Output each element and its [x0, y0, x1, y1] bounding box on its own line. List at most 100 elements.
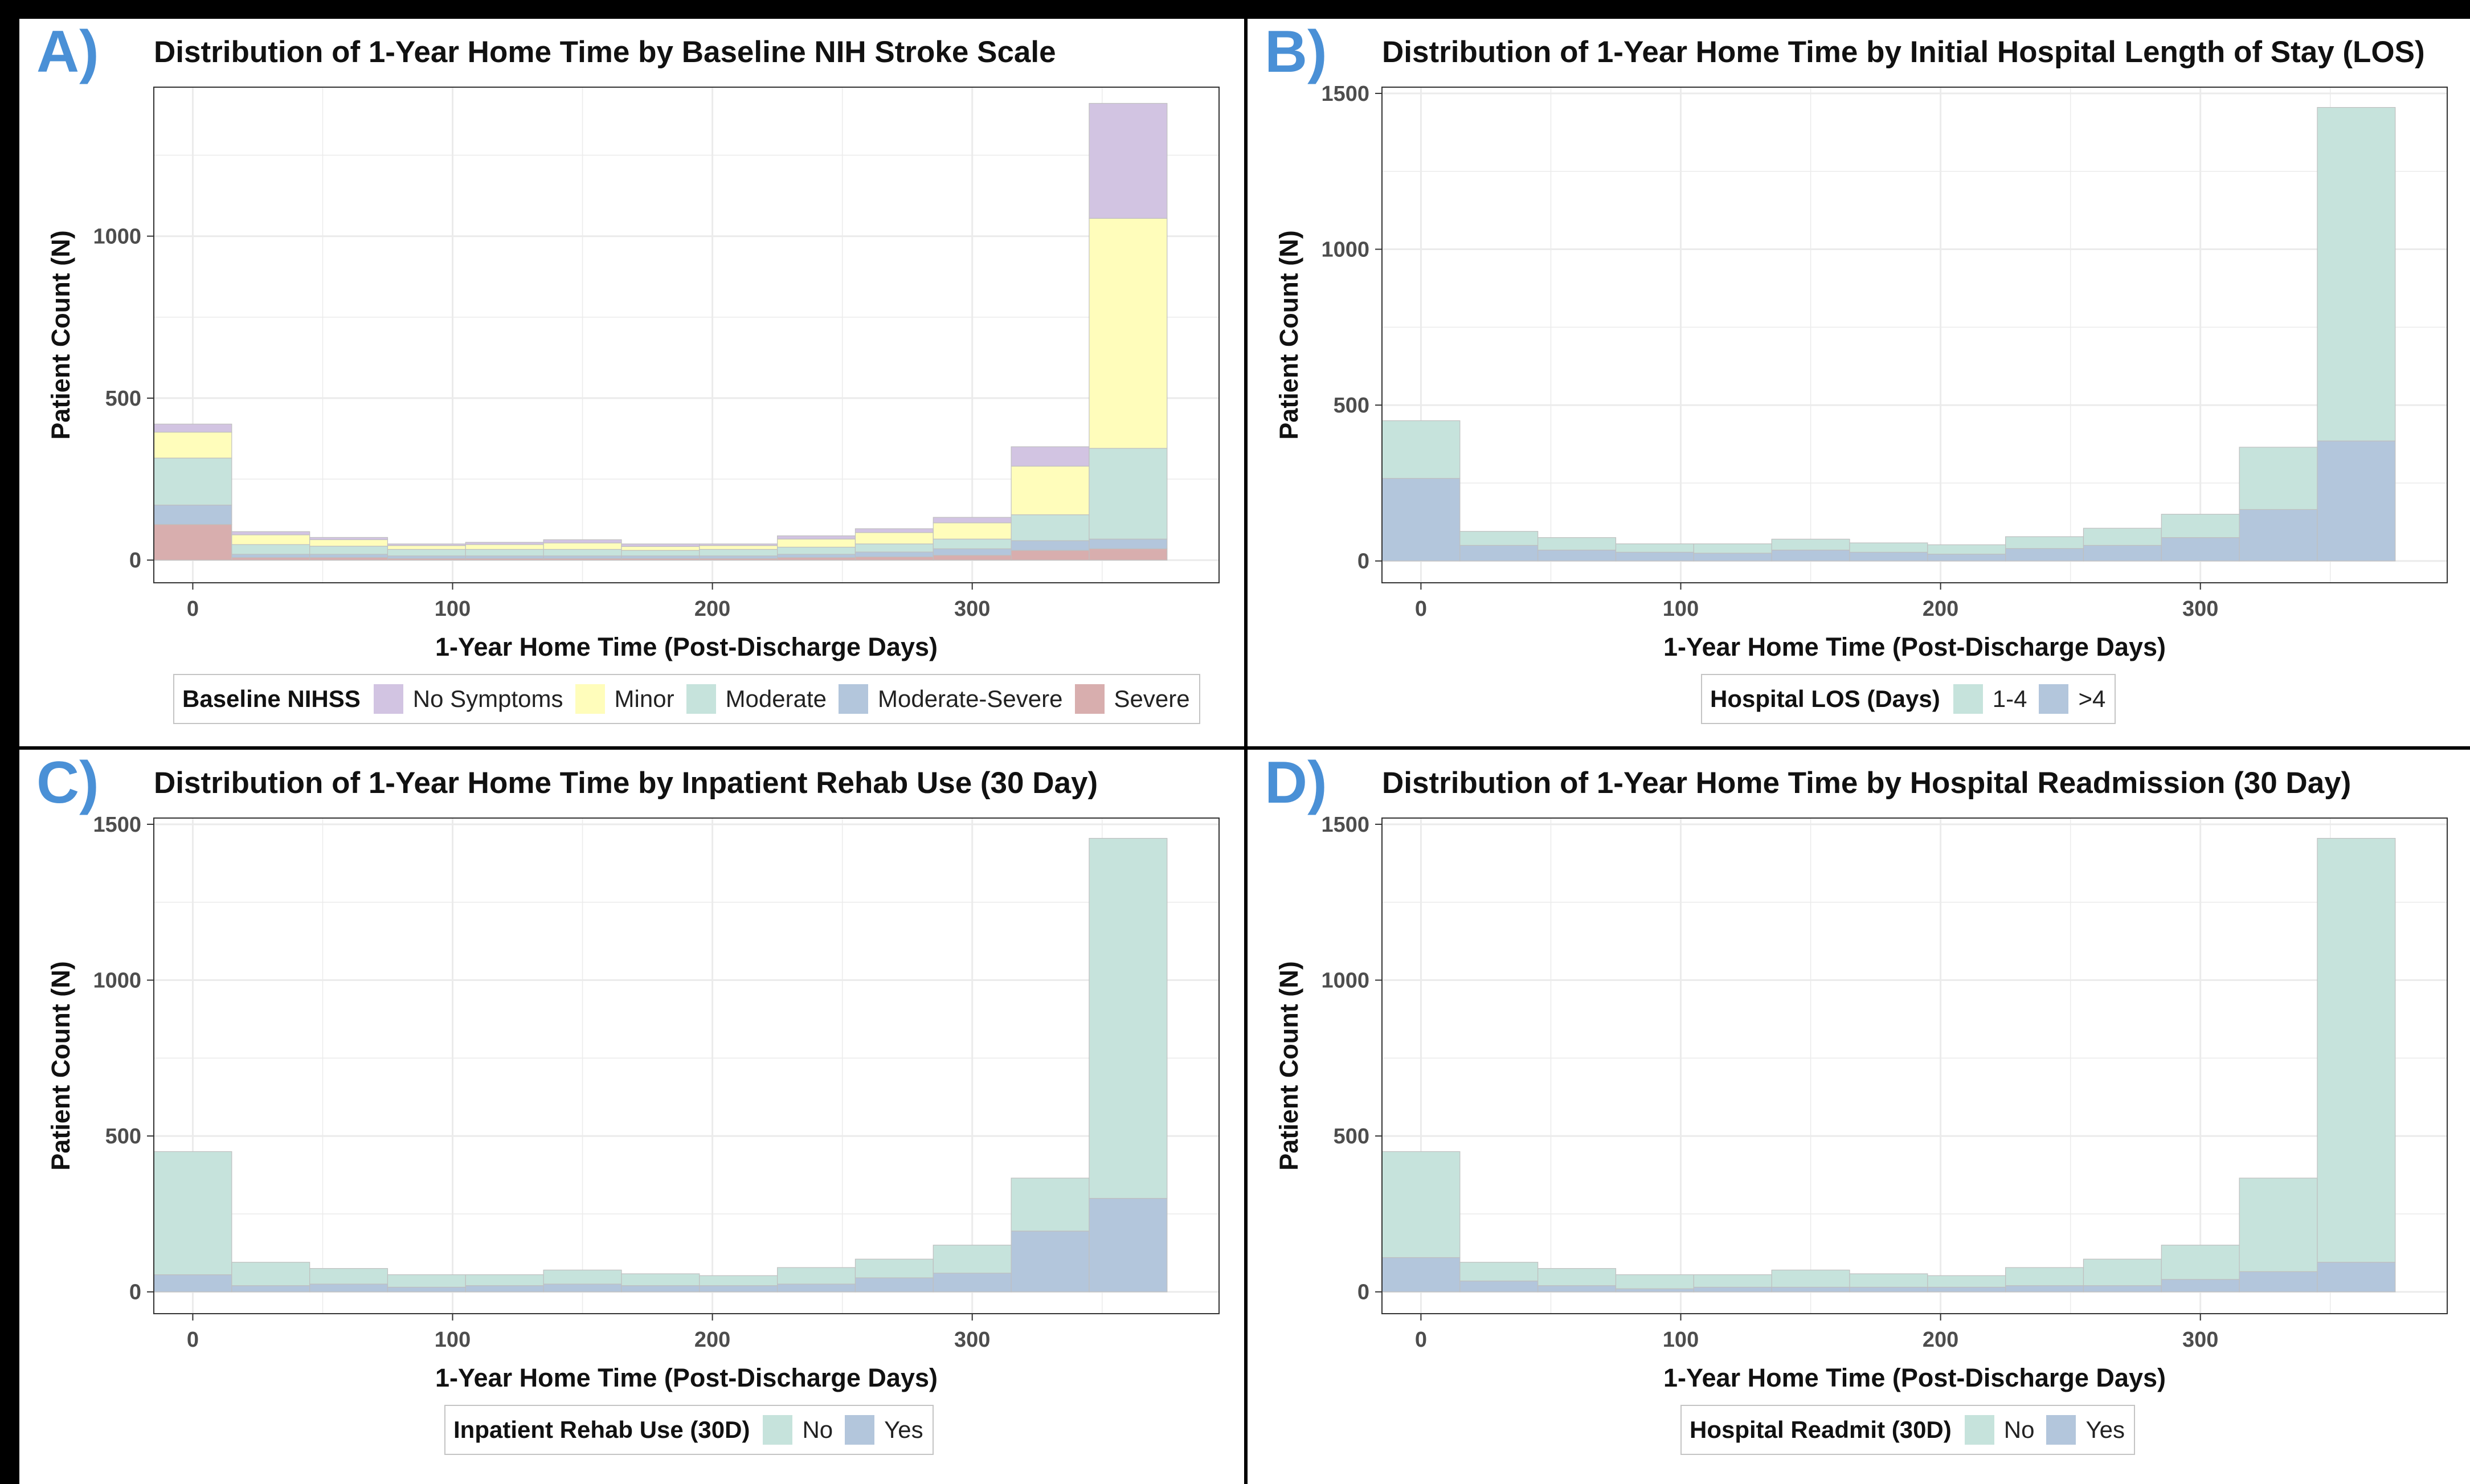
- bar-segment: [231, 1262, 310, 1286]
- x-tick-label: 0: [187, 597, 199, 621]
- y-tick-label: 1500: [93, 813, 141, 837]
- x-tick-label: 0: [187, 1328, 199, 1352]
- bar-segment: [1537, 1268, 1617, 1286]
- legend: Hospital Readmit (30D) No Yes: [1680, 1405, 2135, 1455]
- legend-swatch: [373, 684, 404, 714]
- plot-border: [153, 817, 1220, 1314]
- bar-segment: [1459, 531, 1539, 546]
- plot-border: [1381, 817, 2448, 1314]
- legend-item: Minor: [574, 684, 674, 714]
- x-tick-label: 300: [2182, 1328, 2218, 1352]
- bar-segment: [2005, 536, 2084, 549]
- y-tick-label: 0: [129, 1281, 141, 1305]
- panel-letter: B): [1265, 19, 1327, 85]
- y-tick-label: 500: [1334, 1125, 1369, 1148]
- bar-segment: [543, 555, 622, 559]
- bar-segment: [387, 555, 466, 559]
- bar-segment: [153, 504, 232, 525]
- x-tick-label: 100: [1663, 1328, 1699, 1352]
- bar-segment: [543, 549, 622, 557]
- bar-segment: [854, 551, 934, 558]
- bar-segment: [1615, 1288, 1694, 1293]
- bar-segment: [777, 554, 856, 558]
- bar-segment: [153, 524, 232, 561]
- legend-label: No: [802, 1416, 833, 1443]
- bar-segment: [621, 555, 700, 559]
- bar-segment: [699, 1275, 778, 1286]
- bar-segment: [854, 556, 934, 561]
- legend-swatch: [762, 1414, 794, 1445]
- legend-item: No: [762, 1414, 833, 1445]
- histogram-chart: 0 100 200 300 0 500 1000 1500 1-Year Home Time (…: [46, 813, 1220, 1392]
- bar-segment: [1459, 545, 1539, 562]
- legend-item: Severe: [1074, 684, 1190, 714]
- y-tick-label: 1000: [93, 969, 141, 993]
- legend-label: No Symptoms: [412, 685, 563, 712]
- x-tick-label: 300: [954, 597, 990, 621]
- bar-segment: [1089, 548, 1168, 561]
- y-tick-label: 1000: [1321, 969, 1369, 993]
- bar-segment: [543, 542, 622, 550]
- bar-segment: [2161, 514, 2240, 538]
- legend-swatch: [838, 684, 869, 714]
- bar-segment: [387, 545, 466, 550]
- bar-segment: [2083, 1258, 2162, 1286]
- bar-segment: [1011, 1178, 1090, 1232]
- legend-label: Severe: [1114, 685, 1190, 712]
- x-axis-title: 1-Year Home Time (Post-Discharge Days): [435, 632, 938, 661]
- bar-segment: [153, 431, 232, 459]
- bar-segment: [933, 517, 1012, 524]
- bar-segment: [777, 546, 856, 555]
- bar-segment: [465, 549, 544, 557]
- x-axis-title: 1-Year Home Time (Post-Discharge Days): [1663, 632, 2166, 661]
- legend-label: Moderate: [725, 685, 827, 712]
- bar-segment: [2317, 1262, 2396, 1293]
- x-tick-label: 200: [1923, 597, 1958, 621]
- bar-segment: [1459, 1280, 1539, 1293]
- histogram-chart: 0 100 200 300 0 500 1000 1-Year Home Time (Post…: [46, 87, 1220, 661]
- legend-label: No: [2003, 1416, 2035, 1443]
- x-tick-label: 100: [435, 1328, 471, 1352]
- bar-segment: [465, 1274, 544, 1286]
- bar-segment: [1771, 538, 1850, 551]
- bar-segment: [933, 555, 1012, 561]
- legend: Hospital LOS (Days) 1-4 >4: [1701, 674, 2116, 724]
- bar-segment: [621, 1273, 700, 1286]
- x-tick-label: 300: [954, 1328, 990, 1352]
- x-axis-title: 1-Year Home Time (Post-Discharge Days): [435, 1363, 938, 1392]
- bar-segment: [2005, 1285, 2084, 1293]
- bar-segment: [2005, 548, 2084, 562]
- bar-segment: [2161, 1245, 2240, 1280]
- bar-segment: [777, 1283, 856, 1293]
- bar-segment: [1459, 1262, 1539, 1282]
- bar-segment: [699, 549, 778, 557]
- chart-title: Distribution of 1-Year Home Time by Hosp…: [1382, 766, 2352, 800]
- legend-item: Yes: [844, 1414, 923, 1445]
- bar-segment: [2083, 545, 2162, 562]
- y-tick-label: 0: [129, 549, 141, 573]
- bar-segment: [231, 557, 310, 561]
- histogram-chart: 0 100 200 300 0 500 1000 1500 1-Year Home Time (…: [1274, 813, 2448, 1392]
- legend-swatch: [2046, 1414, 2077, 1445]
- legend-item: No: [1964, 1414, 2035, 1445]
- x-tick-label: 200: [694, 597, 730, 621]
- bar-segment: [387, 543, 466, 546]
- y-tick-label: 1500: [1321, 813, 1369, 837]
- bar-segment: [1089, 103, 1168, 219]
- bar-segment: [1849, 542, 1928, 553]
- bar-segment: [2239, 509, 2318, 562]
- legend-label: 1-4: [1992, 685, 2027, 712]
- bar-segment: [621, 550, 700, 557]
- bar-segment: [465, 544, 544, 550]
- bar-segment: [2083, 528, 2162, 546]
- bar-segment: [777, 535, 856, 539]
- bar-segment: [309, 537, 389, 540]
- panel-d: D) Distribution of 1-Year Home Time by H…: [1248, 750, 2470, 1484]
- bar-segment: [2317, 837, 2396, 1263]
- y-axis-title: Patient Count (N): [1274, 230, 1303, 439]
- histogram-chart: 0 100 200 300 0 500 1000 1500 1-Year Home Time (…: [1274, 82, 2448, 661]
- chart-title: Distribution of 1-Year Home Time by Init…: [1382, 35, 2425, 69]
- bar-segment: [854, 1258, 934, 1278]
- bar-segment: [1089, 837, 1168, 1199]
- bar-segment: [621, 543, 700, 547]
